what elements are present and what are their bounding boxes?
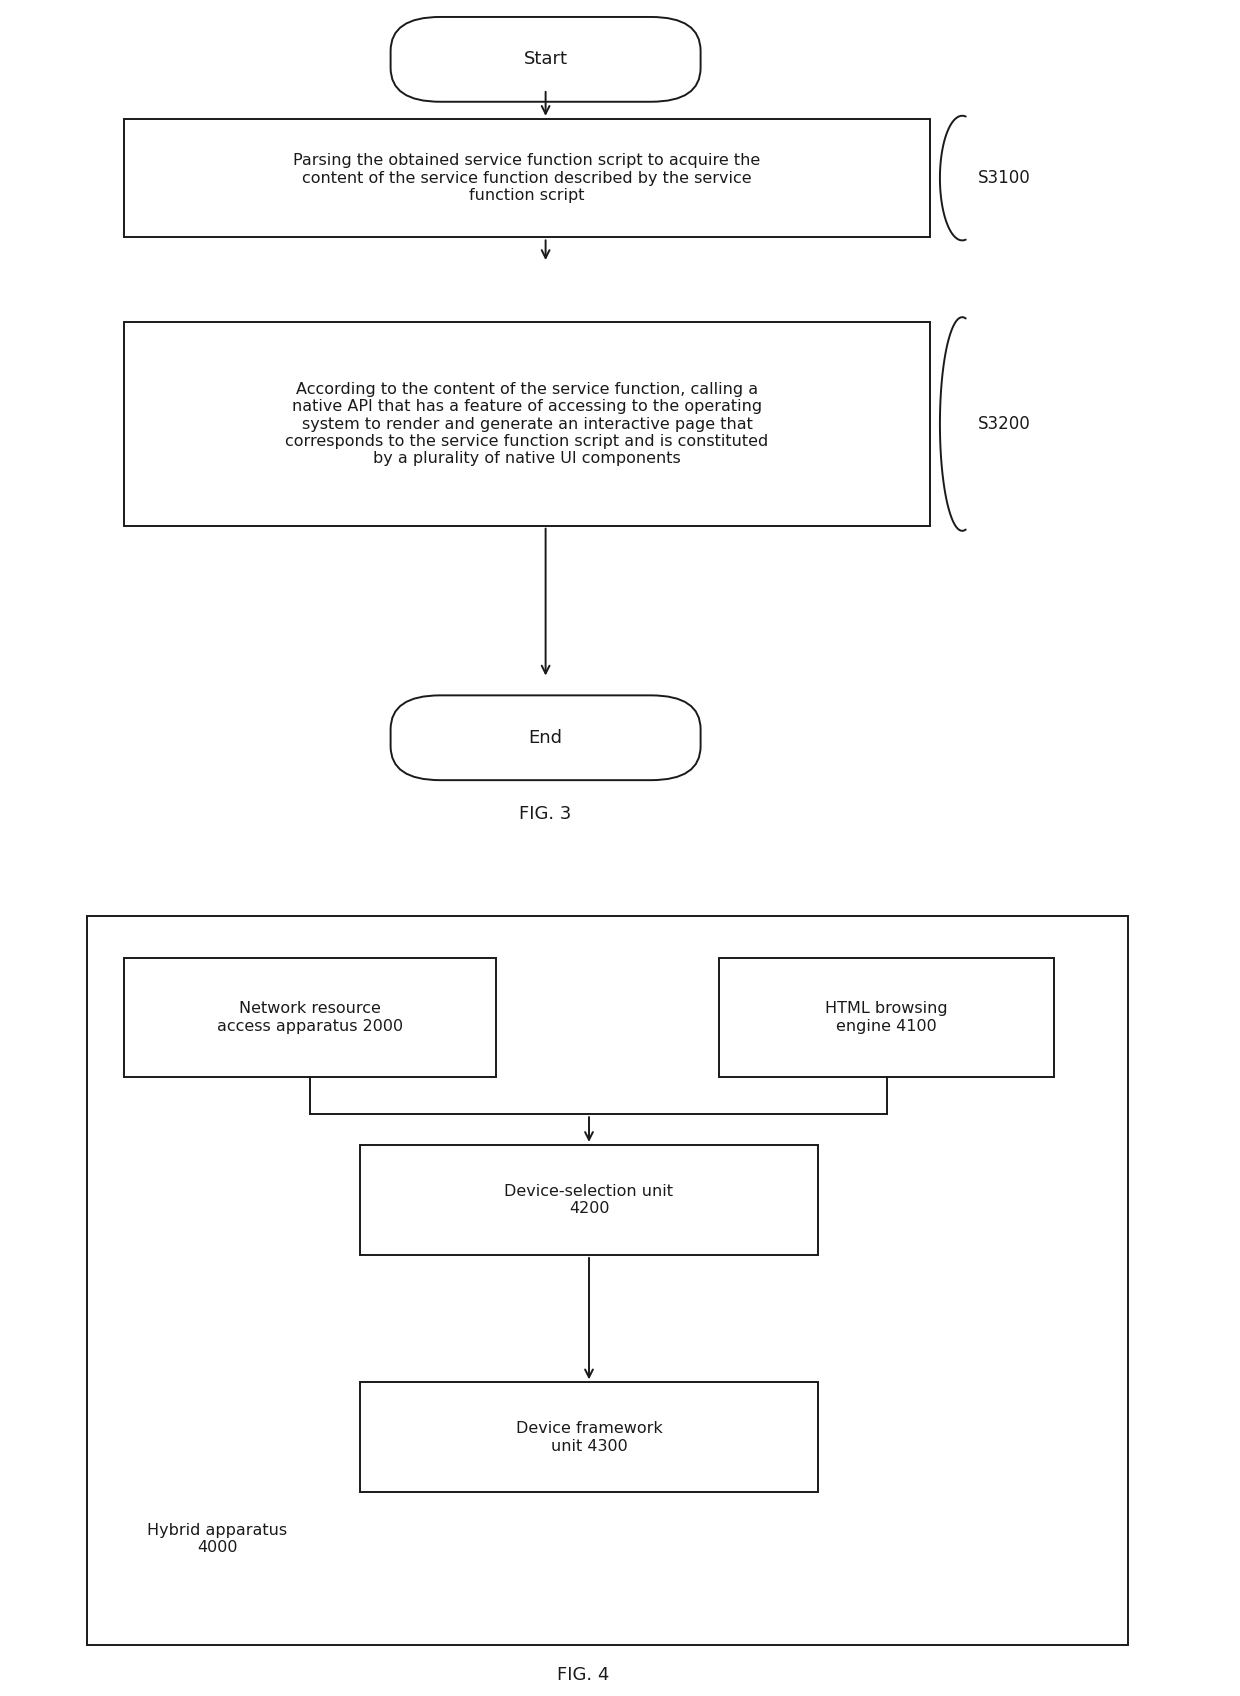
Text: End: End <box>528 729 563 746</box>
Text: FIG. 4: FIG. 4 <box>557 1665 609 1684</box>
Bar <box>87 916 1128 1645</box>
Bar <box>124 119 930 237</box>
Bar <box>719 958 1054 1077</box>
Text: Device-selection unit
4200: Device-selection unit 4200 <box>505 1184 673 1216</box>
Bar <box>124 958 496 1077</box>
Bar <box>360 1382 818 1492</box>
Text: HTML browsing
engine 4100: HTML browsing engine 4100 <box>826 1001 947 1035</box>
Text: According to the content of the service function, calling a
native API that has : According to the content of the service … <box>285 382 769 466</box>
Text: Start: Start <box>523 51 568 68</box>
Text: FIG. 3: FIG. 3 <box>520 806 572 823</box>
Text: Network resource
access apparatus 2000: Network resource access apparatus 2000 <box>217 1001 403 1035</box>
Text: S3200: S3200 <box>978 416 1030 432</box>
Text: Parsing the obtained service function script to acquire the
content of the servi: Parsing the obtained service function sc… <box>294 153 760 204</box>
Bar <box>124 322 930 526</box>
Bar <box>360 1145 818 1255</box>
Text: S3100: S3100 <box>978 170 1030 187</box>
Text: Device framework
unit 4300: Device framework unit 4300 <box>516 1421 662 1453</box>
FancyBboxPatch shape <box>391 695 701 780</box>
Text: Hybrid apparatus
4000: Hybrid apparatus 4000 <box>146 1523 288 1555</box>
FancyBboxPatch shape <box>391 17 701 102</box>
